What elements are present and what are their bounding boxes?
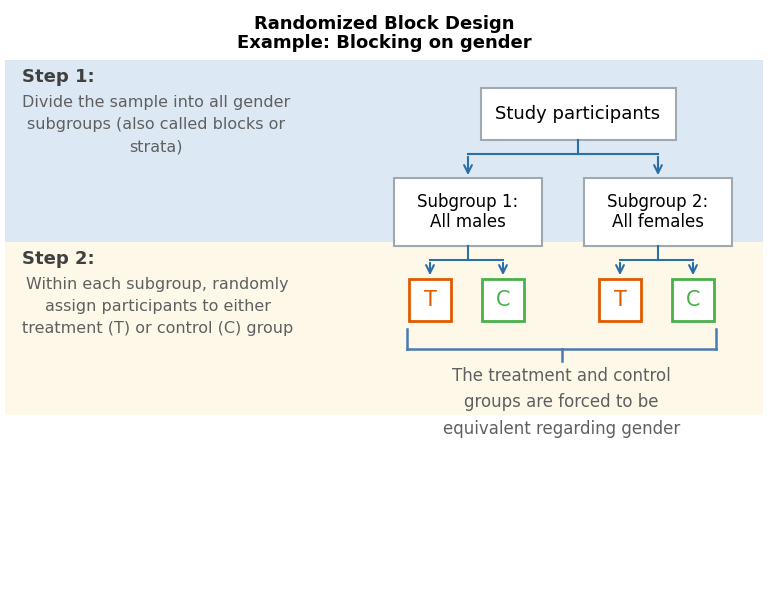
Text: Subgroup 2:
All females: Subgroup 2: All females bbox=[607, 192, 709, 231]
Text: Step 2:: Step 2: bbox=[22, 250, 94, 268]
Bar bbox=[584, 178, 732, 246]
Bar bbox=[672, 279, 714, 321]
Text: Within each subgroup, randomly
assign participants to either
treatment (T) or co: Within each subgroup, randomly assign pa… bbox=[22, 277, 293, 336]
Text: Study participants: Study participants bbox=[495, 105, 660, 123]
Text: C: C bbox=[686, 290, 700, 310]
Text: The treatment and control
groups are forced to be
equivalent regarding gender: The treatment and control groups are for… bbox=[443, 367, 680, 438]
Bar bbox=[394, 178, 542, 246]
Text: Randomized Block Design: Randomized Block Design bbox=[253, 15, 515, 33]
Text: T: T bbox=[424, 290, 436, 310]
Text: Step 1:: Step 1: bbox=[22, 68, 94, 86]
Bar bbox=[599, 279, 641, 321]
Text: C: C bbox=[496, 290, 510, 310]
Bar bbox=[481, 88, 676, 140]
Bar bbox=[5, 60, 763, 242]
Text: Subgroup 1:
All males: Subgroup 1: All males bbox=[417, 192, 518, 231]
Text: T: T bbox=[614, 290, 627, 310]
Bar bbox=[5, 242, 763, 415]
Text: Divide the sample into all gender
subgroups (also called blocks or
strata): Divide the sample into all gender subgro… bbox=[22, 95, 290, 155]
Bar bbox=[482, 279, 524, 321]
Text: Example: Blocking on gender: Example: Blocking on gender bbox=[237, 34, 531, 52]
Bar bbox=[409, 279, 451, 321]
